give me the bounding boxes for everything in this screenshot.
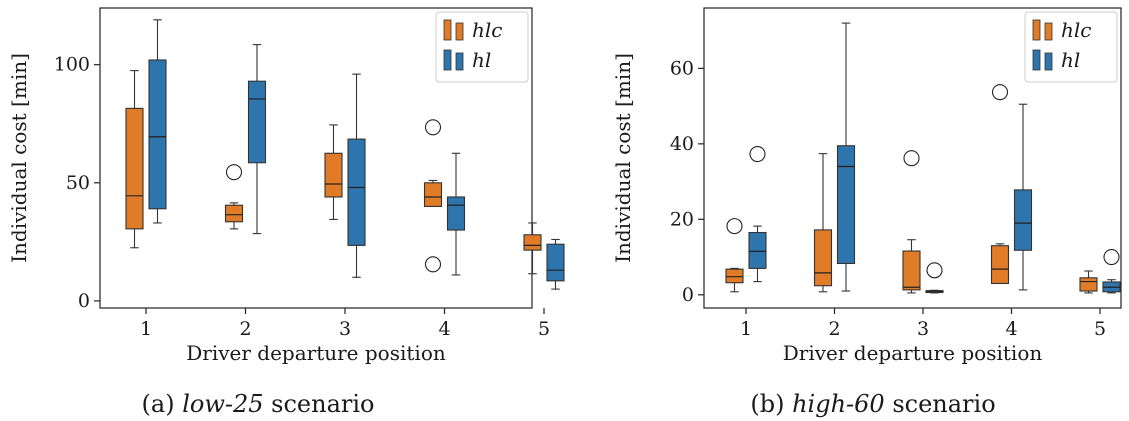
box-body — [836, 145, 856, 265]
box-hlc-1 — [725, 218, 744, 293]
box-hlc-1 — [125, 70, 144, 249]
box-body — [224, 204, 244, 223]
box-body — [523, 234, 542, 251]
box-hl-2 — [247, 44, 267, 235]
panel-caption: (b) high-60 scenario — [750, 390, 995, 418]
outlier-point — [424, 256, 442, 273]
y-tick-label: 40 — [670, 133, 694, 155]
box-hl-2 — [836, 22, 856, 292]
box-hl-3 — [347, 73, 366, 278]
box-body — [1079, 277, 1098, 292]
box-hl-4 — [1013, 103, 1033, 291]
x-axis-label: Driver departure position — [783, 341, 1043, 365]
x-tick-label: 1 — [140, 318, 152, 340]
legend-label: hl — [1061, 48, 1080, 72]
legend-swatch — [455, 52, 464, 71]
panel-low-25: 0 50 100 1 2 3 4 5 Driver departure position Indi… — [7, 7, 565, 418]
box-hl-1 — [148, 19, 167, 224]
caption-scenario: low-25 — [182, 390, 263, 418]
box-body — [446, 196, 466, 231]
y-tick-label: 0 — [78, 290, 90, 312]
x-tick-label: 5 — [1094, 318, 1106, 340]
plot-frame — [99, 7, 533, 309]
box-hl-1 — [748, 145, 767, 283]
legend-swatch — [455, 22, 464, 41]
box-hlc-5 — [523, 222, 542, 275]
box-body — [748, 231, 767, 269]
legend-label: hl — [472, 48, 491, 72]
panel-high-60: 0 20 40 60 1 2 3 4 5 Driver departure position Ind… — [611, 7, 1122, 418]
legend-swatch — [1044, 52, 1053, 71]
box-hlc-5 — [1079, 270, 1098, 294]
legend-swatch — [1032, 19, 1041, 41]
outlier-point — [424, 119, 442, 136]
box-body — [813, 229, 833, 287]
caption-prefix: (a) — [142, 390, 183, 418]
box-hl-5 — [546, 238, 565, 290]
legend: hlc hl — [435, 11, 529, 83]
box-hlc-3 — [902, 150, 921, 294]
legend: hlc hl — [1024, 11, 1118, 83]
box-hl-4 — [446, 152, 466, 276]
legend-swatch — [443, 19, 452, 41]
outlier-point — [926, 262, 943, 279]
legend-label: hlc — [472, 18, 502, 42]
x-axis-label: Driver departure position — [186, 341, 446, 365]
box-body — [247, 80, 267, 164]
outlier-point — [903, 150, 920, 167]
outlier-point — [1103, 249, 1120, 266]
caption-scenario: high-60 — [792, 390, 885, 418]
box-hl-3 — [925, 262, 944, 294]
outlier-point — [749, 145, 766, 163]
box-hlc-2 — [813, 153, 833, 293]
x-tick-label: 2 — [828, 318, 840, 340]
outlier-point — [726, 218, 743, 235]
x-tick-label: 4 — [438, 318, 450, 340]
x-tick-label: 1 — [740, 318, 752, 340]
box-hlc-4 — [423, 119, 443, 273]
box-body — [148, 59, 167, 210]
caption-prefix: (b) — [750, 390, 792, 418]
box-body — [902, 250, 921, 291]
legend-swatch — [1032, 49, 1041, 71]
x-tick-label: 3 — [339, 318, 351, 340]
x-tick-label: 4 — [1005, 318, 1017, 340]
box-body — [125, 107, 144, 230]
box-body — [423, 182, 443, 207]
x-tick-label: 5 — [538, 318, 550, 340]
box-hlc-2 — [224, 164, 244, 230]
legend-label: hlc — [1061, 18, 1091, 42]
x-tick-label: 3 — [917, 318, 929, 340]
caption-suffix: scenario — [885, 390, 996, 418]
box-hlc-4 — [990, 84, 1010, 285]
y-axis-label: Individual cost [min] — [611, 53, 635, 263]
panel-caption: (a) low-25 scenario — [142, 390, 375, 418]
x-tick-label: 2 — [239, 318, 251, 340]
box-body — [1013, 189, 1033, 251]
y-tick-label: 60 — [670, 57, 694, 79]
y-tick-label: 100 — [54, 54, 90, 76]
outlier-point — [225, 164, 243, 181]
y-tick-label: 20 — [670, 208, 694, 230]
box-body — [990, 245, 1010, 285]
box-hlc-3 — [324, 124, 343, 220]
box-hl-5 — [1102, 249, 1121, 294]
legend-swatch — [1044, 22, 1053, 41]
y-tick-label: 0 — [682, 284, 694, 306]
y-axis-label: Individual cost [min] — [7, 53, 31, 263]
box-body — [546, 243, 565, 282]
y-tick-label: 50 — [66, 172, 90, 194]
legend-swatch — [443, 49, 452, 71]
box-body — [725, 268, 744, 284]
box-body — [347, 138, 366, 246]
box-body — [324, 152, 343, 198]
plot-frame — [703, 7, 1122, 309]
outlier-point — [991, 84, 1009, 101]
caption-suffix: scenario — [264, 390, 375, 418]
